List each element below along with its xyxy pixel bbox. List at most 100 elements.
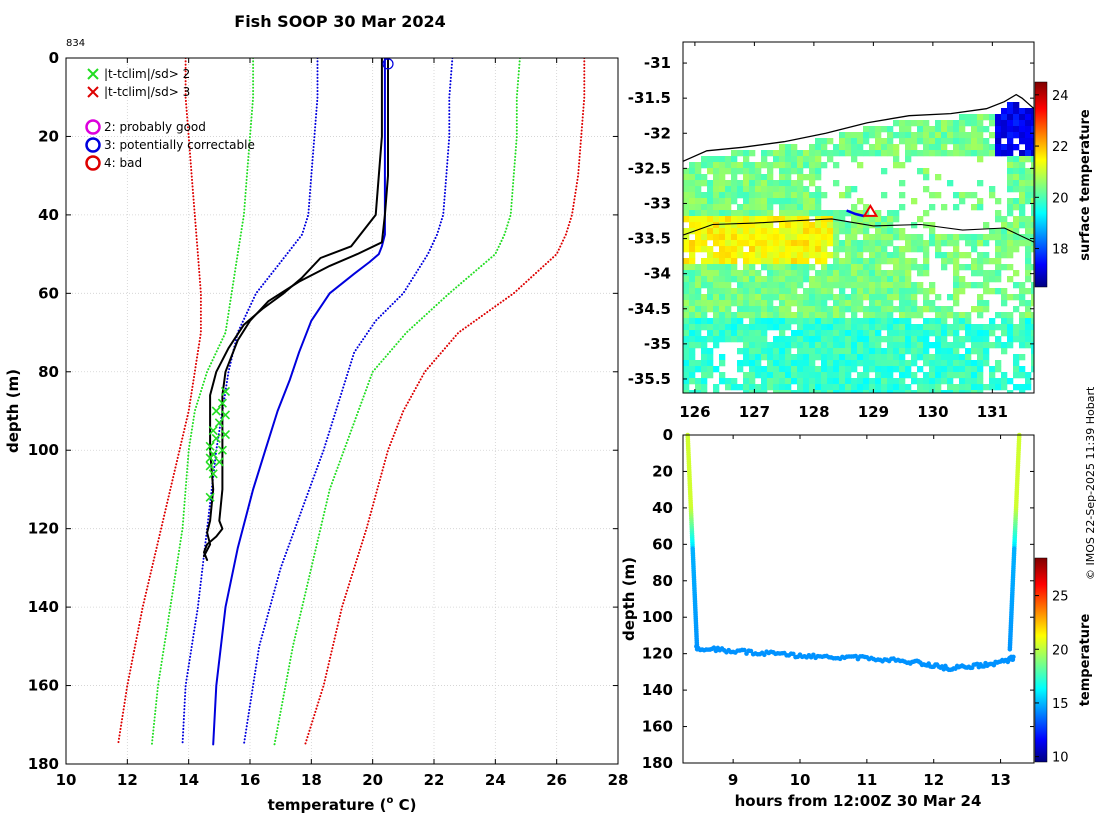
sst-cell: [971, 240, 978, 247]
sst-cell: [845, 144, 852, 151]
sst-cell: [815, 378, 822, 385]
sst-cell: [767, 240, 774, 247]
profile-xtick-label: 16: [240, 771, 261, 789]
sst-cell: [983, 354, 990, 361]
sst-cell: [977, 156, 984, 163]
sst-cell: [977, 258, 984, 265]
sst-cell: [947, 330, 954, 337]
sst-cell: [1013, 360, 1020, 367]
sst-cell: [719, 264, 726, 271]
sst-cell: [875, 342, 882, 349]
sst-cell: [989, 318, 996, 325]
sst-cell: [845, 372, 852, 379]
sst-cell: [881, 336, 888, 343]
sst-cell: [905, 264, 912, 271]
sst-cell: [1025, 240, 1032, 247]
sst-cell: [791, 192, 798, 199]
sst-cell: [731, 192, 738, 199]
sst-cell: [725, 252, 732, 259]
sst-cell: [785, 354, 792, 361]
sst-cell: [743, 186, 750, 193]
sst-cell: [713, 180, 720, 187]
sst-cell: [893, 348, 900, 355]
sst-cell: [695, 384, 702, 391]
sst-cell: [737, 228, 744, 235]
sst-cell: [713, 168, 720, 175]
sst-cell: [905, 246, 912, 253]
surface-flag-marker: [382, 58, 394, 70]
sst-cell: [881, 378, 888, 385]
sst-cell: [857, 378, 864, 385]
sst-cell: [875, 366, 882, 373]
sst-cell: [929, 324, 936, 331]
sst-cell: [743, 336, 750, 343]
sst-cell: [947, 252, 954, 259]
sst-cell: [971, 366, 978, 373]
sst-cell: [695, 174, 702, 181]
sst-cell: [905, 306, 912, 313]
sst-cell: [881, 168, 888, 175]
sst-cell: [917, 282, 924, 289]
sst-cell: [785, 276, 792, 283]
dt-colorbar-label: temperature: [1078, 614, 1093, 707]
sst-cell: [917, 246, 924, 253]
flag-point: [217, 445, 227, 455]
sst-cell: [767, 294, 774, 301]
sst-cell: [809, 390, 816, 393]
sst-cell: [719, 222, 726, 229]
sst-cell: [797, 378, 804, 385]
sst-cell: [731, 186, 738, 193]
sst-cell: [809, 378, 816, 385]
sst-cell: [899, 204, 906, 211]
sst-cell: [857, 270, 864, 277]
sst-cell: [971, 270, 978, 277]
sst-cell: [725, 294, 732, 301]
sst-cell: [851, 270, 858, 277]
sst-cell: [965, 378, 972, 385]
sst-cell: [785, 252, 792, 259]
sst-cell: [767, 270, 774, 277]
sst-cell: [785, 270, 792, 277]
sst-cell: [887, 288, 894, 295]
sst-cell: [809, 330, 816, 337]
sst-cell: [971, 360, 978, 367]
sst-cell: [761, 180, 768, 187]
sst-cell: [869, 240, 876, 247]
sst-cell: [1007, 312, 1014, 319]
sst-cell: [779, 240, 786, 247]
sst-cell: [923, 264, 930, 271]
sst-cell: [1025, 144, 1032, 151]
sst-cell: [749, 228, 756, 235]
sst-cell: [743, 228, 750, 235]
sst-cell: [869, 354, 876, 361]
sst-cell: [1001, 372, 1008, 379]
sst-cell: [935, 138, 942, 145]
sst-cell: [893, 234, 900, 241]
sst-cell: [857, 360, 864, 367]
sst-cell: [869, 348, 876, 355]
sst-cell: [887, 348, 894, 355]
sst-cell: [719, 354, 726, 361]
sst-cell: [755, 390, 762, 393]
sst-cell: [803, 318, 810, 325]
sst-cell: [1031, 324, 1034, 331]
sst-cell: [839, 384, 846, 391]
sst-cell: [731, 150, 738, 157]
sst-cell: [773, 156, 780, 163]
sst-cell: [761, 264, 768, 271]
sst-cell: [719, 282, 726, 289]
sst-cell: [713, 306, 720, 313]
flag-point: [211, 406, 221, 416]
sst-cell: [1019, 324, 1026, 331]
sst-cell: [791, 270, 798, 277]
sst-cell: [719, 258, 726, 265]
sst-cell: [977, 150, 984, 157]
sst-cell: [839, 258, 846, 265]
sst-cell: [989, 366, 996, 373]
sst-cell: [1013, 120, 1020, 127]
sst-cell: [725, 180, 732, 187]
sst-cell: [803, 288, 810, 295]
sst-cell: [791, 300, 798, 307]
sst-cell: [857, 372, 864, 379]
